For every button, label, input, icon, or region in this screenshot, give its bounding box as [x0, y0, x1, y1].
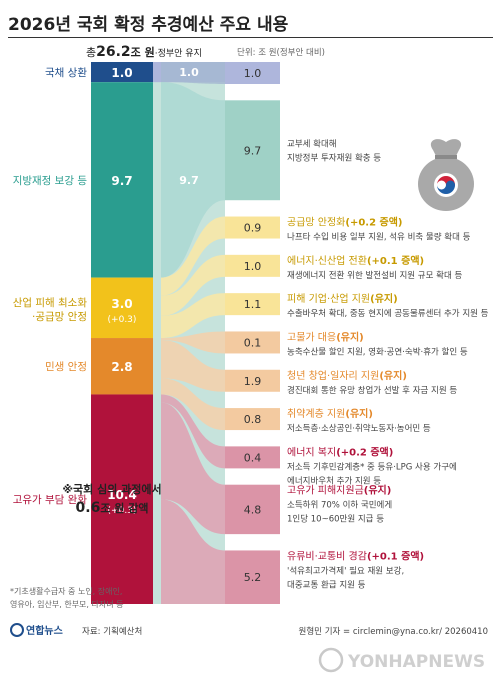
- item-value: 4.8: [244, 503, 262, 516]
- category-label: 산업 피해 최소화: [13, 296, 88, 309]
- category-bar: [91, 338, 153, 395]
- item-desc: 지방정부 투자재원 확충 등: [287, 152, 381, 163]
- category-bar: [91, 82, 153, 278]
- flow-link: [161, 402, 225, 535]
- flow-link: [161, 340, 225, 392]
- watermark-logo-icon: [318, 647, 344, 673]
- flow-link: [161, 499, 225, 604]
- bag-tie: [435, 155, 457, 159]
- category-label: 지방재정 보강 등: [13, 175, 88, 187]
- item-desc: 수출바우처 확대, 중동 현지에 공동물류센터 추가 지원 등: [287, 308, 489, 319]
- item-desc: 나프타 수입 비용 일부 지원, 석유 비축 물량 확대 등: [287, 232, 471, 243]
- unit-label: 단위: 조 원(정부안 대비): [237, 47, 325, 58]
- item-value: 0.9: [244, 222, 262, 235]
- category-value: 10.4: [107, 488, 137, 502]
- item-bar: [225, 62, 280, 84]
- category-bar: [91, 62, 153, 83]
- item-bar: [225, 550, 280, 604]
- category-label: ·공급망 안정: [32, 311, 87, 323]
- footer-brand: 연합뉴스: [26, 624, 63, 637]
- item-desc: 농축수산물 할인 지원, 영화·공연·숙박·휴가 할인 등: [287, 346, 468, 357]
- category-value: 9.7: [111, 174, 132, 188]
- item-value: 9.7: [244, 144, 262, 157]
- yonhap-logo-icon: [10, 623, 24, 637]
- item-bar: [225, 369, 280, 392]
- flow-link: [161, 394, 225, 469]
- item-bar: [225, 100, 280, 201]
- item-value: 1.0: [244, 67, 262, 80]
- total-column-value: 1.0: [179, 66, 199, 79]
- item-title: 취약계층 지원(유지): [287, 407, 373, 420]
- item-value: 0.1: [244, 336, 262, 349]
- item-bar: [225, 293, 280, 316]
- item-desc: 에너지바우처 추가 지원 등: [287, 475, 381, 486]
- category-change: (+0.3): [108, 315, 137, 325]
- item-desc: 교부세 확대해: [287, 138, 337, 149]
- item-title: 피해 기업·산업 지원(유지): [287, 292, 398, 305]
- footer-watermark: YONHAPNEWS: [347, 652, 485, 672]
- item-value: 1.0: [244, 260, 262, 273]
- item-desc: 1인당 10~60만원 지급 등: [287, 514, 384, 525]
- total-label: 총26.2조 원·정부안 유지: [86, 44, 202, 60]
- item-title: 에너지 복지(+0.2 증액): [287, 446, 393, 458]
- cut-note-line2: 0.6조 원 감액: [76, 500, 149, 516]
- item-value: 0.4: [244, 451, 262, 464]
- footnote-line2: 영유아, 임산부, 한부모, 다자녀 등: [10, 599, 123, 609]
- category-bar: [91, 394, 153, 604]
- flow-link: [161, 82, 225, 278]
- flow-link: [161, 216, 225, 296]
- item-title: 유류비·교통비 경감(+0.1 증액): [287, 549, 424, 562]
- item-bar: [225, 408, 280, 431]
- item-bar: [225, 484, 280, 535]
- item-title: 에너지·신산업 전환(+0.1 증액): [287, 254, 424, 267]
- item-bar: [225, 254, 280, 277]
- cut-note-line1: ※국회 심의 과정에서: [62, 482, 161, 496]
- item-bar: [225, 216, 280, 239]
- category-value: 3.0: [111, 297, 132, 311]
- item-title: 고물가 대응(유지): [287, 330, 364, 343]
- item-title: 고유가 피해지원금(유지): [287, 484, 391, 497]
- footer-credit: 원형민 기자 = circlemin@yna.co.kr/ 20260410: [299, 626, 488, 637]
- flow-link: [161, 378, 225, 431]
- item-desc: 소득하위 70% 이하 국민에게: [287, 500, 392, 511]
- category-value: 2.8: [111, 360, 132, 374]
- flow-link: [161, 293, 225, 339]
- category-value: 1.0: [111, 66, 132, 80]
- footnote-line1: *기초생활수급자 중 노인, 장애인,: [10, 586, 122, 596]
- item-bar: [225, 331, 280, 354]
- flow-link: [161, 254, 225, 316]
- money-bag-icon: [418, 139, 474, 211]
- item-value: 5.2: [244, 571, 262, 584]
- item-desc: '석유최고가격제' 필요 재원 보강,: [287, 565, 404, 576]
- bag-top: [430, 139, 462, 158]
- category-change: (+0.3): [108, 506, 137, 516]
- item-desc: 저소득 기후민감계층* 중 등유·LPG 사용 가구에: [287, 461, 457, 472]
- item-desc: 경진대회 통한 유망 창업가 선발 후 자금 지원 등: [287, 385, 457, 396]
- item-desc: 대중교통 환급 지원 등: [287, 579, 366, 590]
- title-rule: [8, 37, 493, 38]
- category-label: 고유가 부담 완화: [13, 493, 88, 506]
- flow-link: [161, 62, 225, 84]
- item-title: 청년 창업·일자리 지원(유지): [287, 369, 407, 382]
- total-column-value: 9.7: [179, 174, 199, 187]
- footer-source: 자료: 기획예산처: [82, 626, 142, 637]
- item-desc: 재생에너지 전환 위한 발전설비 지원 규모 확대 등: [287, 270, 462, 281]
- item-bar: [225, 446, 280, 469]
- category-label: 민생 안정: [45, 361, 87, 373]
- flow-link: [161, 331, 225, 354]
- category-bar: [91, 277, 153, 339]
- page-title: 2026년 국회 확정 추경예산 주요 내용: [8, 15, 289, 35]
- item-title: 공급망 안정화(+0.2 증액): [287, 217, 403, 229]
- taeguk-blue: [437, 180, 455, 194]
- category-label: 국채 상환: [45, 67, 87, 79]
- item-value: 1.1: [244, 298, 262, 311]
- item-desc: 저소득층·소상공인·취약노동자·농어민 등: [287, 423, 431, 434]
- item-value: 0.8: [244, 413, 262, 426]
- item-value: 1.9: [244, 375, 262, 388]
